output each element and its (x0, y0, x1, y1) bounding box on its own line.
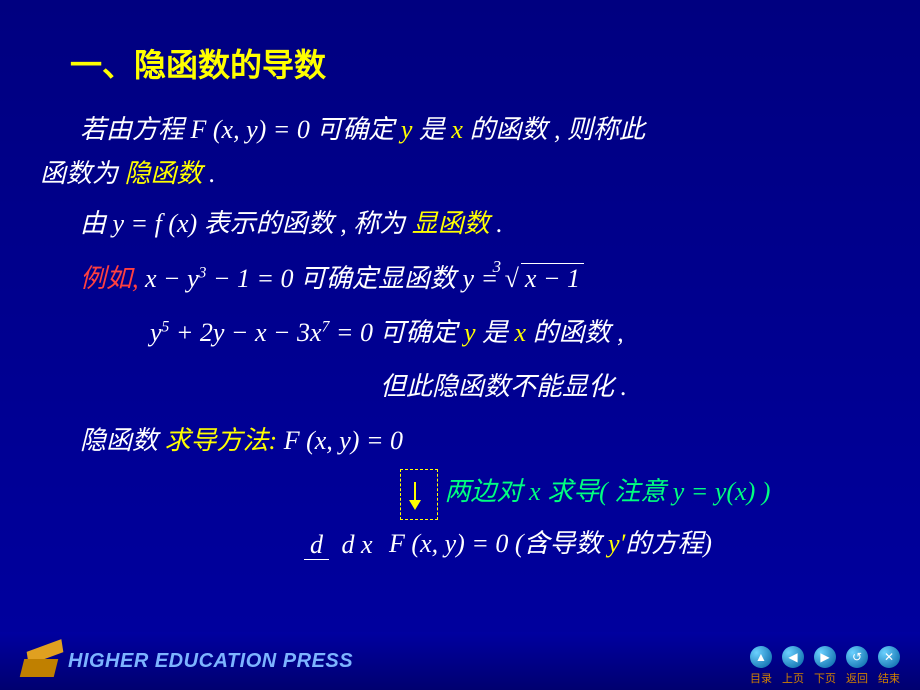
keyword-explicit: 显函数 (412, 209, 490, 238)
eq-part: + 2y − x − 3x (169, 318, 321, 347)
text: 若由方程 (80, 115, 191, 144)
toc-icon: ▲ (750, 646, 772, 668)
var-x: x (515, 318, 533, 347)
text: 是 (482, 318, 515, 347)
text: . (203, 159, 216, 188)
down-arrow-box (400, 469, 438, 519)
method-line: 隐函数 求导方法: F (x, y) = 0 (80, 419, 880, 463)
equation-fxy: F (x, y) = 0 (191, 115, 310, 144)
para-1-line-1: 若由方程 F (x, y) = 0 可确定 y 是 x 的函数 , 则称此 (80, 108, 880, 152)
fraction-ddx: d d x (304, 531, 379, 560)
text: 可确定 (373, 318, 464, 347)
text: 可确定显函数 (294, 264, 463, 293)
nav-label: 目录 (750, 670, 772, 686)
eq-part: x − y (145, 264, 199, 293)
text: 的函数 , 则称此 (469, 115, 645, 144)
equation-fxy-2: F (x, y) = 0 (284, 426, 403, 455)
footer-bar: HIGHER EDUCATION PRESS ▲ 目录 ◀ 上页 ▶ 下页 ↺ … (0, 632, 920, 690)
text: 的函数 , (533, 318, 624, 347)
nav-label: 结束 (878, 670, 900, 686)
prev-icon: ◀ (782, 646, 804, 668)
nav-label: 上页 (782, 670, 804, 686)
nav-back-button[interactable]: ↺ 返回 (846, 646, 868, 686)
text: 表示的函数 , 称为 (197, 209, 412, 238)
nav-prev-button[interactable]: ◀ 上页 (782, 646, 804, 686)
section-title: 一、隐函数的导数 (70, 40, 880, 86)
y-prime: y′ (608, 529, 625, 558)
equation-yyx: y = y(x) (673, 477, 755, 506)
nav-label: 下页 (814, 670, 836, 686)
text: 隐函数 (80, 426, 165, 455)
text: 的方程) (625, 529, 712, 558)
eq-part: − 1 = 0 (206, 264, 293, 293)
keyword-method: 求导方法: (165, 426, 284, 455)
root-index: 3 (493, 253, 501, 282)
back-icon: ↺ (846, 646, 868, 668)
text: 由 (80, 209, 113, 238)
next-icon: ▶ (814, 646, 836, 668)
slide-content: 一、隐函数的导数 若由方程 F (x, y) = 0 可确定 y 是 x 的函数… (0, 0, 920, 566)
text: 求导 (547, 477, 599, 506)
example-2: y5 + 2y − x − 3x7 = 0 可确定 y 是 x 的函数 , (150, 311, 880, 355)
nav-toc-button[interactable]: ▲ 目录 (750, 646, 772, 686)
eq-part: F (x, y) = 0 (383, 529, 509, 558)
var-y: y (401, 115, 419, 144)
text: 两边对 (445, 477, 530, 506)
var-y: y (464, 318, 482, 347)
keyword-example: 例如, (80, 264, 145, 293)
radicand: x − 1 (521, 263, 584, 293)
chest-icon (18, 645, 60, 677)
var-x: x (451, 115, 469, 144)
cube-root: 3√x − 1 (505, 257, 584, 301)
end-icon: ✕ (878, 646, 900, 668)
text: 可确定 (310, 115, 401, 144)
nav-label: 返回 (846, 670, 868, 686)
var-x: x (529, 477, 547, 506)
text: ( 注意 (599, 477, 673, 506)
publisher-logo: HIGHER EDUCATION PRESS (18, 645, 353, 677)
para-1-line-2: 函数为 隐函数 . (40, 152, 880, 196)
result-line: d d x F (x, y) = 0 (含导数 y′的方程) (300, 522, 880, 566)
nav-bar: ▲ 目录 ◀ 上页 ▶ 下页 ↺ 返回 ✕ 结束 (750, 646, 900, 686)
nav-next-button[interactable]: ▶ 下页 (814, 646, 836, 686)
text: 函数为 (40, 159, 125, 188)
down-arrow-icon (407, 482, 423, 510)
eq-part: = 0 (329, 318, 373, 347)
derive-note: 两边对 x 求导( 注意 y = y(x) ) (400, 469, 880, 519)
radical-sign: √ (505, 264, 519, 293)
eq-part: y (150, 318, 162, 347)
brand-text: HIGHER EDUCATION PRESS (68, 650, 353, 673)
denominator: d x (336, 530, 379, 559)
text: ) (755, 477, 770, 506)
para-2: 由 y = f (x) 表示的函数 , 称为 显函数 . (80, 202, 880, 246)
numerator: d (304, 530, 329, 560)
text: . (490, 209, 503, 238)
nav-end-button[interactable]: ✕ 结束 (878, 646, 900, 686)
keyword-implicit: 隐函数 (125, 159, 203, 188)
example-1: 例如, x − y3 − 1 = 0 可确定显函数 y = 3√x − 1 (80, 257, 880, 301)
equation-yfx: y = f (x) (113, 209, 198, 238)
text: 是 (419, 115, 452, 144)
text: (含导数 (508, 529, 608, 558)
note-cannot-explicit: 但此隐函数不能显化 . (380, 365, 880, 409)
